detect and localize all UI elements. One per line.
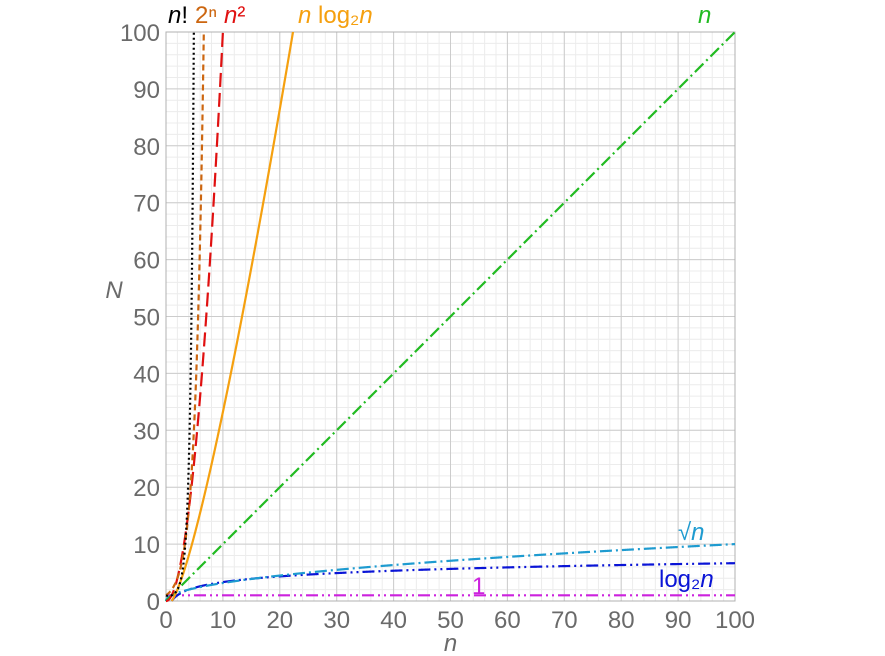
series-line bbox=[166, 31, 224, 603]
y-tick-label: 10 bbox=[133, 532, 160, 559]
x-tick-label: 10 bbox=[210, 607, 237, 634]
y-tick-label: 0 bbox=[147, 589, 160, 616]
x-tick-label: 60 bbox=[494, 607, 521, 634]
y-tick-label: 70 bbox=[133, 191, 160, 218]
series-label: 2ⁿ bbox=[195, 2, 217, 29]
y-tick-label: 50 bbox=[133, 305, 160, 332]
series-line bbox=[165, 31, 205, 597]
x-tick-label: 100 bbox=[715, 607, 755, 634]
x-tick-label: 80 bbox=[608, 607, 635, 634]
y-tick-label: 100 bbox=[120, 20, 160, 47]
y-tick-label: 40 bbox=[133, 361, 160, 388]
x-tick-labels: 0 10 20 30 40 50 60 70 80 90 100 bbox=[159, 607, 755, 634]
series-labels: n! 2ⁿ n² n log₂n n √n log₂n 1 bbox=[168, 2, 714, 600]
series-line bbox=[165, 31, 195, 598]
x-tick-label: 20 bbox=[266, 607, 293, 634]
series-label: n bbox=[698, 2, 711, 29]
x-tick-label: 90 bbox=[665, 607, 692, 634]
x-tick-label: 30 bbox=[323, 607, 350, 634]
series-line bbox=[165, 31, 736, 602]
x-axis-label: n bbox=[444, 630, 457, 656]
y-tick-label: 80 bbox=[133, 134, 160, 161]
x-tick-label: 70 bbox=[551, 607, 578, 634]
series-label: n log₂n bbox=[298, 2, 373, 29]
series-label: 1 bbox=[472, 573, 485, 600]
plot-frame bbox=[165, 31, 736, 602]
y-tick-label: 60 bbox=[133, 248, 160, 275]
x-tick-label: 0 bbox=[159, 607, 172, 634]
series-line bbox=[164, 543, 736, 602]
series-label: log₂n bbox=[659, 566, 714, 593]
y-tick-label: 30 bbox=[133, 418, 160, 445]
series-label: n² bbox=[224, 2, 245, 29]
series-lines bbox=[164, 31, 736, 603]
y-tick-labels: 0 10 20 30 40 50 60 70 80 90 100 bbox=[120, 20, 160, 616]
y-tick-label: 20 bbox=[133, 475, 160, 502]
y-axis-label: N bbox=[105, 277, 123, 304]
x-tick-label: 50 bbox=[437, 607, 464, 634]
series-label: √n bbox=[678, 519, 705, 546]
series-line bbox=[170, 562, 735, 602]
series-line bbox=[170, 31, 295, 602]
series-label: n! bbox=[168, 2, 188, 29]
x-tick-label: 40 bbox=[380, 607, 407, 634]
y-tick-label: 90 bbox=[133, 77, 160, 104]
